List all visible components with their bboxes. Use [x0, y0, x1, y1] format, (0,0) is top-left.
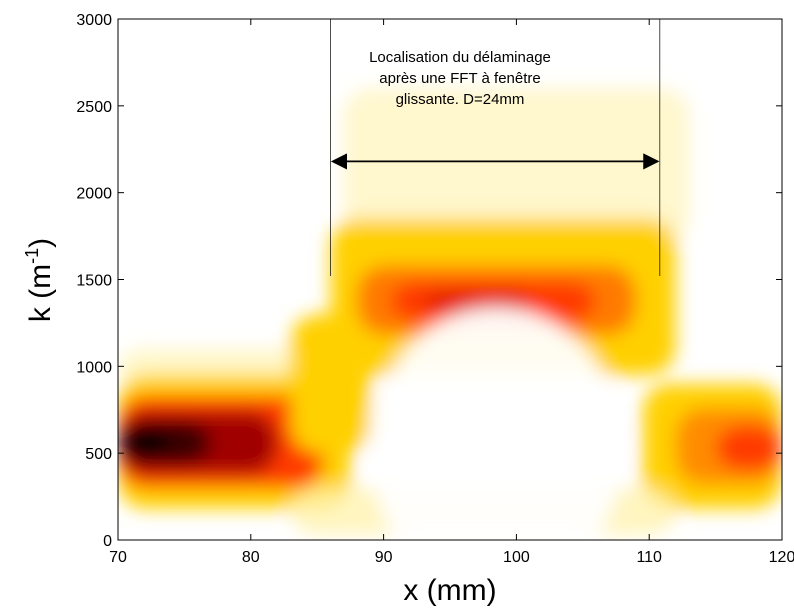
y-tick-label: 500: [85, 446, 112, 463]
annotation: Localisation du délaminage après une FFT…: [330, 19, 661, 277]
heat-mid-core: [423, 289, 530, 313]
annotation-text-line-2: après une FFT à fenêtre: [379, 70, 540, 87]
y-tick-label: 2000: [76, 186, 112, 203]
y-tick-label: 1500: [76, 273, 112, 290]
x-tick-label: 110: [636, 549, 662, 566]
y-tick-label: 2500: [76, 99, 112, 116]
heatmap: [118, 88, 782, 540]
heat-right-red: [715, 425, 782, 471]
x-tick-label: 120: [769, 549, 794, 566]
y-axis-label: k (m-1): [22, 238, 57, 322]
y-axis: 0 500 1000 1500 2000 2500 3000: [76, 12, 782, 550]
y-tick-label: 1000: [76, 359, 112, 376]
y-axis-label-main: k (m: [24, 264, 57, 322]
x-axis: 70 80 90 100 110 120: [109, 19, 794, 566]
heat-mid-transition: [290, 314, 371, 454]
y-tick-label: 0: [103, 533, 112, 550]
heat-left-peak: [118, 428, 172, 455]
x-tick-label: 90: [375, 549, 393, 566]
y-axis-label-superscript: -1: [22, 248, 42, 264]
x-tick-label: 100: [503, 549, 530, 566]
y-tick-label: 3000: [76, 12, 112, 29]
x-tick-label: 70: [109, 549, 127, 566]
annotation-text-line-3: glissante. D=24mm: [396, 91, 525, 108]
y-axis-label-close: ): [24, 238, 57, 248]
heat-clear-zone: [370, 307, 623, 540]
x-axis-label: x (mm): [403, 574, 496, 607]
annotation-text-line-1: Localisation du délaminage: [369, 49, 551, 66]
x-tick-label: 80: [242, 549, 260, 566]
